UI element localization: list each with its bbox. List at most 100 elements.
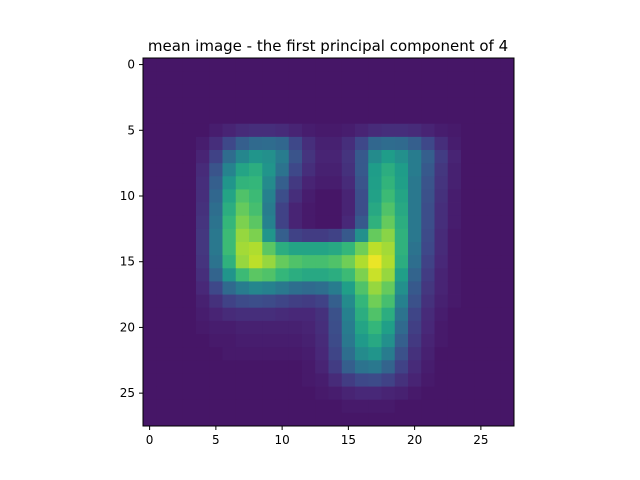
heatmap-cell — [302, 281, 316, 295]
heatmap-cell — [288, 307, 303, 322]
heatmap-cell — [368, 412, 382, 427]
heatmap-cell — [182, 360, 197, 374]
heatmap-cell — [474, 360, 488, 374]
heatmap-cell — [249, 412, 263, 427]
heatmap-cell — [222, 84, 237, 98]
heatmap-cell — [156, 84, 170, 98]
heatmap-cell — [381, 320, 396, 335]
heatmap-cell — [341, 136, 356, 151]
heatmap-cell — [461, 58, 475, 72]
heatmap-cell — [315, 97, 329, 111]
heatmap-cell — [474, 228, 488, 243]
heatmap-cell — [447, 58, 462, 72]
heatmap-cell — [355, 294, 369, 309]
heatmap-cell — [328, 242, 343, 256]
heatmap-cell — [315, 228, 329, 243]
heatmap-cell — [143, 347, 157, 361]
heatmap-cell — [235, 242, 250, 256]
heatmap-cell — [461, 268, 475, 282]
heatmap-cell — [487, 334, 502, 348]
heatmap-cell — [447, 268, 462, 282]
heatmap-cell — [275, 386, 290, 401]
heatmap-cell — [341, 215, 356, 230]
y-tick-label: 5 — [127, 123, 135, 137]
heatmap-cell — [249, 150, 263, 164]
heatmap-cell — [461, 242, 475, 256]
heatmap-cell — [275, 150, 290, 164]
heatmap-cell — [288, 242, 303, 256]
heatmap-cell — [368, 150, 382, 164]
heatmap-cell — [262, 255, 276, 269]
heatmap-cell — [474, 136, 488, 151]
heatmap-cell — [275, 97, 290, 111]
x-tick-label: 0 — [146, 433, 154, 447]
heatmap-cell — [487, 215, 502, 230]
heatmap-cell — [262, 84, 276, 98]
heatmap-cell — [394, 242, 409, 256]
heatmap-cell — [328, 228, 343, 243]
heatmap-cell — [408, 71, 422, 85]
heatmap-cell — [474, 373, 488, 387]
heatmap-cell — [222, 373, 237, 387]
heatmap-cell — [196, 373, 210, 387]
heatmap-cell — [222, 58, 237, 72]
heatmap-cell — [355, 373, 369, 387]
heatmap-cell — [249, 255, 263, 269]
heatmap-cell — [355, 255, 369, 269]
heatmap-cell — [262, 97, 276, 111]
heatmap-cell — [196, 110, 210, 125]
heatmap-cell — [222, 268, 237, 282]
heatmap-cell — [235, 215, 250, 230]
heatmap-cell — [421, 255, 435, 269]
heatmap-cell — [328, 163, 343, 177]
heatmap-cell — [156, 110, 170, 125]
heatmap-cell — [209, 202, 223, 217]
heatmap-cell — [222, 281, 237, 295]
heatmap-cell — [143, 110, 157, 125]
heatmap-cell — [196, 255, 210, 269]
heatmap-cell — [368, 294, 382, 309]
heatmap-cell — [315, 110, 329, 125]
heatmap-cell — [461, 399, 475, 414]
heatmap-cell — [209, 320, 223, 335]
heatmap-cell — [434, 71, 449, 85]
heatmap-cell — [156, 307, 170, 322]
heatmap-cell — [249, 373, 263, 387]
heatmap-cell — [500, 399, 515, 414]
heatmap-cell — [355, 215, 369, 230]
heatmap-cell — [408, 58, 422, 72]
heatmap-cell — [368, 97, 382, 111]
heatmap-cell — [262, 189, 276, 203]
heatmap-cell — [447, 228, 462, 243]
heatmap-cell — [355, 242, 369, 256]
heatmap-cell — [341, 71, 356, 85]
heatmap-cell — [302, 386, 316, 401]
heatmap-cell — [262, 307, 276, 322]
heatmap-cell — [474, 255, 488, 269]
heatmap-cell — [421, 84, 435, 98]
heatmap-cell — [341, 189, 356, 203]
heatmap-cell — [368, 255, 382, 269]
heatmap-cell — [381, 97, 396, 111]
heatmap-cell — [169, 347, 184, 361]
heatmap-cell — [381, 242, 396, 256]
heatmap-cell — [500, 242, 515, 256]
heatmap-cell — [461, 334, 475, 348]
heatmap-cell — [408, 347, 422, 361]
heatmap-cell — [235, 176, 250, 190]
heatmap-cell — [381, 399, 396, 414]
heatmap-cell — [408, 281, 422, 295]
heatmap-cell — [434, 110, 449, 125]
heatmap-cell — [500, 163, 515, 177]
heatmap-cell — [262, 373, 276, 387]
heatmap-cell — [209, 386, 223, 401]
heatmap-cell — [421, 294, 435, 309]
heatmap-cell — [249, 84, 263, 98]
heatmap-cell — [381, 360, 396, 374]
heatmap-cell — [394, 347, 409, 361]
heatmap-cell — [500, 347, 515, 361]
heatmap-cell — [275, 71, 290, 85]
heatmap-cell — [302, 150, 316, 164]
heatmap-cell — [143, 334, 157, 348]
heatmap-cell — [500, 176, 515, 190]
